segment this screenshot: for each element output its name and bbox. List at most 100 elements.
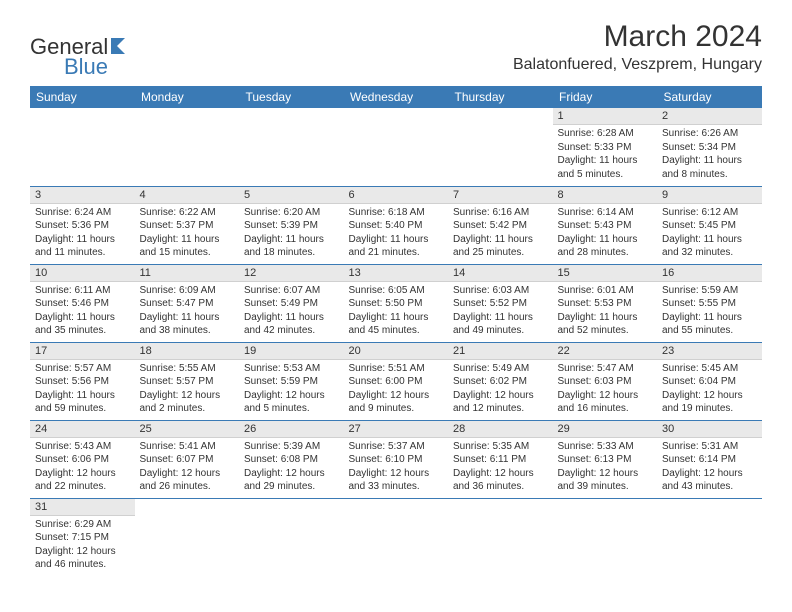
weekday-header-row: Sunday Monday Tuesday Wednesday Thursday… (30, 86, 762, 108)
daylight: Daylight: 11 hours and 52 minutes. (558, 311, 653, 338)
day-content: Sunrise: 6:12 AMSunset: 5:45 PMDaylight:… (657, 204, 762, 263)
day-number (344, 499, 449, 515)
day-content: Sunrise: 5:45 AMSunset: 6:04 PMDaylight:… (657, 360, 762, 419)
sunrise: Sunrise: 6:01 AM (558, 284, 653, 298)
daylight: Daylight: 12 hours and 26 minutes. (140, 467, 235, 494)
daylight: Daylight: 12 hours and 22 minutes. (35, 467, 130, 494)
sunrise: Sunrise: 6:07 AM (244, 284, 339, 298)
calendar-cell: 1Sunrise: 6:28 AMSunset: 5:33 PMDaylight… (553, 108, 658, 186)
sunrise: Sunrise: 5:55 AM (140, 362, 235, 376)
daylight: Daylight: 11 hours and 42 minutes. (244, 311, 339, 338)
daylight: Daylight: 12 hours and 12 minutes. (453, 389, 548, 416)
sunset: Sunset: 5:42 PM (453, 219, 548, 233)
day-number (135, 499, 240, 515)
calendar-cell (135, 108, 240, 186)
calendar-cell: 30Sunrise: 5:31 AMSunset: 6:14 PMDayligh… (657, 420, 762, 498)
calendar-cell (344, 498, 449, 576)
sunset: Sunset: 6:07 PM (140, 453, 235, 467)
calendar-cell: 19Sunrise: 5:53 AMSunset: 5:59 PMDayligh… (239, 342, 344, 420)
weekday-header: Tuesday (239, 86, 344, 108)
daylight: Daylight: 11 hours and 18 minutes. (244, 233, 339, 260)
sunset: Sunset: 5:47 PM (140, 297, 235, 311)
weekday-header: Saturday (657, 86, 762, 108)
weekday-header: Wednesday (344, 86, 449, 108)
day-content: Sunrise: 6:20 AMSunset: 5:39 PMDaylight:… (239, 204, 344, 263)
sunset: Sunset: 5:37 PM (140, 219, 235, 233)
sunrise: Sunrise: 5:45 AM (662, 362, 757, 376)
day-content: Sunrise: 5:57 AMSunset: 5:56 PMDaylight:… (30, 360, 135, 419)
day-number: 27 (344, 421, 449, 438)
calendar-cell: 17Sunrise: 5:57 AMSunset: 5:56 PMDayligh… (30, 342, 135, 420)
day-number (239, 499, 344, 515)
sunrise: Sunrise: 5:53 AM (244, 362, 339, 376)
calendar-cell: 27 Sunrise: 5:37 AMSunset: 6:10 PMDayligh… (344, 420, 449, 498)
calendar-row: 1Sunrise: 6:28 AMSunset: 5:33 PMDaylight… (30, 108, 762, 186)
day-number (239, 108, 344, 124)
day-number: 24 (30, 421, 135, 438)
sunset: Sunset: 7:15 PM (35, 531, 130, 545)
day-number (553, 499, 658, 515)
day-number (448, 499, 553, 515)
calendar-cell: 9Sunrise: 6:12 AMSunset: 5:45 PMDaylight… (657, 186, 762, 264)
sunset: Sunset: 6:00 PM (349, 375, 444, 389)
calendar-cell (344, 108, 449, 186)
sunrise: Sunrise: 5:37 AM (349, 440, 444, 454)
day-number: 16 (657, 265, 762, 282)
sunrise: Sunrise: 6:22 AM (140, 206, 235, 220)
sunset: Sunset: 6:03 PM (558, 375, 653, 389)
day-content: Sunrise: 5:51 AMSunset: 6:00 PMDaylight:… (344, 360, 449, 419)
day-content: Sunrise: 6:11 AMSunset: 5:46 PMDaylight:… (30, 282, 135, 341)
day-number: 5 (239, 187, 344, 204)
day-number (135, 108, 240, 124)
sunrise: Sunrise: 6:28 AM (558, 127, 653, 141)
calendar-cell: 15Sunrise: 6:01 AMSunset: 5:53 PMDayligh… (553, 264, 658, 342)
calendar-cell: 11Sunrise: 6:09 AMSunset: 5:47 PMDayligh… (135, 264, 240, 342)
sunrise: Sunrise: 5:43 AM (35, 440, 130, 454)
day-number (657, 499, 762, 515)
calendar-cell: 4Sunrise: 6:22 AMSunset: 5:37 PMDaylight… (135, 186, 240, 264)
sunrise: Sunrise: 5:33 AM (558, 440, 653, 454)
daylight: Daylight: 12 hours and 33 minutes. (349, 467, 444, 494)
day-number: 18 (135, 343, 240, 360)
daylight: Daylight: 12 hours and 46 minutes. (35, 545, 130, 572)
sunset: Sunset: 5:50 PM (349, 297, 444, 311)
daylight: Daylight: 11 hours and 59 minutes. (35, 389, 130, 416)
weekday-header: Thursday (448, 86, 553, 108)
calendar-row: 24Sunrise: 5:43 AMSunset: 6:06 PMDayligh… (30, 420, 762, 498)
sunset: Sunset: 6:13 PM (558, 453, 653, 467)
sunset: Sunset: 6:10 PM (349, 453, 444, 467)
calendar-cell: 20Sunrise: 5:51 AMSunset: 6:00 PMDayligh… (344, 342, 449, 420)
day-content: Sunrise: 6:16 AMSunset: 5:42 PMDaylight:… (448, 204, 553, 263)
daylight: Daylight: 11 hours and 55 minutes. (662, 311, 757, 338)
sunrise: Sunrise: 5:39 AM (244, 440, 339, 454)
sunrise: Sunrise: 6:29 AM (35, 518, 130, 532)
calendar-row: 3Sunrise: 6:24 AMSunset: 5:36 PMDaylight… (30, 186, 762, 264)
daylight: Daylight: 11 hours and 49 minutes. (453, 311, 548, 338)
day-content: Sunrise: 6:03 AMSunset: 5:52 PMDaylight:… (448, 282, 553, 341)
calendar-cell: 16Sunrise: 5:59 AMSunset: 5:55 PMDayligh… (657, 264, 762, 342)
day-content: Sunrise: 5:31 AMSunset: 6:14 PMDaylight:… (657, 438, 762, 497)
day-number: 17 (30, 343, 135, 360)
calendar-table: Sunday Monday Tuesday Wednesday Thursday… (30, 86, 762, 576)
calendar-cell: 2Sunrise: 6:26 AMSunset: 5:34 PMDaylight… (657, 108, 762, 186)
day-number: 14 (448, 265, 553, 282)
daylight: Daylight: 12 hours and 5 minutes. (244, 389, 339, 416)
sunset: Sunset: 5:39 PM (244, 219, 339, 233)
flag-icon (111, 34, 131, 60)
calendar-cell (448, 498, 553, 576)
calendar-cell: 28Sunrise: 5:35 AMSunset: 6:11 PMDayligh… (448, 420, 553, 498)
day-number (344, 108, 449, 124)
day-number: 2 (657, 108, 762, 125)
calendar-cell: 29Sunrise: 5:33 AMSunset: 6:13 PMDayligh… (553, 420, 658, 498)
sunrise: Sunrise: 6:12 AM (662, 206, 757, 220)
calendar-row: 31Sunrise: 6:29 AMSunset: 7:15 PMDayligh… (30, 498, 762, 576)
sunrise: Sunrise: 5:57 AM (35, 362, 130, 376)
day-content: Sunrise: 6:09 AMSunset: 5:47 PMDaylight:… (135, 282, 240, 341)
sunrise: Sunrise: 6:16 AM (453, 206, 548, 220)
day-number: 23 (657, 343, 762, 360)
day-content: Sunrise: 5:41 AMSunset: 6:07 PMDaylight:… (135, 438, 240, 497)
sunset: Sunset: 5:34 PM (662, 141, 757, 155)
day-number: 11 (135, 265, 240, 282)
day-number: 29 (553, 421, 658, 438)
sunrise: Sunrise: 6:18 AM (349, 206, 444, 220)
